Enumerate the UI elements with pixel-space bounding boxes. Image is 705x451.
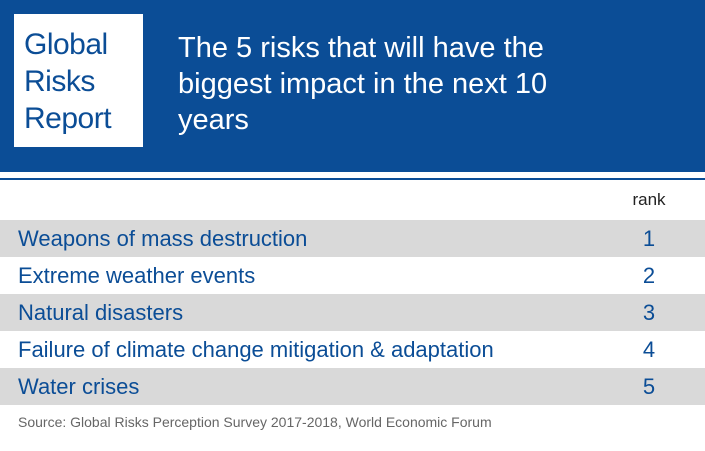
risk-rank: 2 [642,263,656,288]
risk-label: Water crises [18,374,140,399]
risk-label: Weapons of mass destruction [18,226,308,251]
global-risks-report-logo: Global Risks Report [14,14,143,147]
risk-rank: 4 [642,337,656,362]
risk-rank: 1 [642,226,656,251]
logo-line-1: Global [24,28,108,61]
rank-column-header: rank [632,190,666,209]
title-line-2: biggest impact in the next 10 [178,68,548,100]
title-line-3: years [178,104,249,136]
table-row: Water crises 5 [0,368,705,405]
table-row: Failure of climate change mitigation & a… [0,331,705,368]
table-row: Extreme weather events 2 [0,257,705,294]
risk-label: Failure of climate change mitigation & a… [18,337,494,362]
logo-line-3: Report [24,102,112,135]
logo-line-2: Risks [24,65,95,98]
risk-label: Extreme weather events [18,263,256,288]
table-row: Weapons of mass destruction 1 [0,220,705,257]
table-row: Natural disasters 3 [0,294,705,331]
header-banner: Global Risks Report The 5 risks that wil… [0,0,705,172]
source-note: Source: Global Risks Perception Survey 2… [18,414,492,430]
risk-label: Natural disasters [18,300,184,325]
header-divider [0,178,705,180]
risk-rank: 3 [642,300,656,325]
page-title: The 5 risks that will have the biggest i… [178,30,688,138]
risk-table: Weapons of mass destruction 1 Extreme we… [0,220,705,405]
risk-rank: 5 [642,374,656,399]
title-line-1: The 5 risks that will have the [178,32,544,64]
